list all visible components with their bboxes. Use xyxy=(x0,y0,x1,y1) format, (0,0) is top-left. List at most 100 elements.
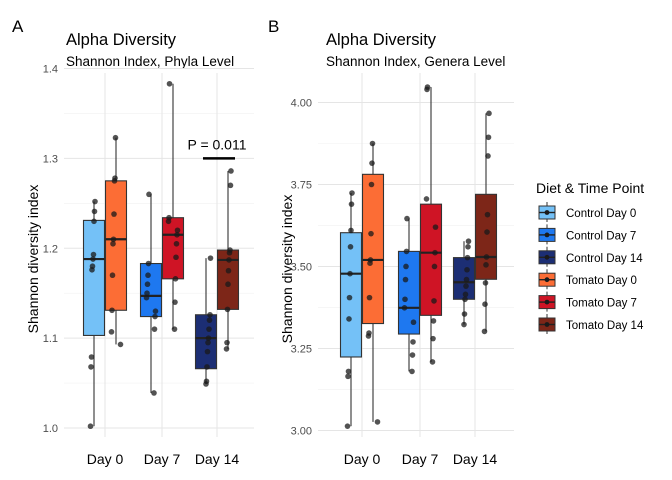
control-day-14-data-point xyxy=(461,321,467,328)
control-day-0-data-point xyxy=(348,201,355,207)
tomato-day-7-data-point xyxy=(431,263,438,270)
control-day-0-data-point xyxy=(345,368,352,375)
legend-label-control-day-14: Control Day 14 xyxy=(566,253,643,265)
tomato-day-7-data-point xyxy=(432,249,438,256)
tomato-day-14-data-point xyxy=(223,346,230,352)
tomato-day-14-data-point xyxy=(224,339,230,346)
tomato-day-14-data-point xyxy=(486,110,492,117)
control-day-7-data-point xyxy=(145,272,151,279)
control-day-0-data-point xyxy=(89,267,95,273)
control-day-14-data-point xyxy=(205,339,211,346)
tomato-day-7-data-point xyxy=(173,240,180,247)
tomato-day-0-data-point xyxy=(367,260,373,266)
control-day-0-data-point xyxy=(87,423,94,430)
legend-label-tomato-day-14: Tomato Day 14 xyxy=(566,320,644,332)
control-day-0-data-point xyxy=(348,227,354,234)
tomato-day-14-data-point xyxy=(225,267,232,274)
panel-b: B Alpha Diversity Shannon Index, Genera … xyxy=(268,17,514,467)
control-day-0-data-point xyxy=(88,364,94,370)
tomato-day-7-data-point xyxy=(165,218,172,225)
tomato-day-14-data-point xyxy=(484,229,490,235)
tomato-day-0-data-point xyxy=(374,419,381,425)
control-day-14-data-point xyxy=(464,266,470,273)
control-day-0-data-point xyxy=(91,218,97,225)
panel-a: A Alpha Diversity Shannon Index, Phyla L… xyxy=(12,17,254,467)
legend-key-point-control-day-0 xyxy=(544,210,550,215)
tomato-day-14-data-point xyxy=(227,182,234,189)
tomato-day-0-data-point xyxy=(369,160,375,166)
y-tick-label: 4.00 xyxy=(291,98,312,110)
control-day-14-data-point xyxy=(206,326,212,332)
control-day-0-data-point xyxy=(346,316,352,322)
panel-a-plot-area: 1.0 1.1 1.2 1.3 1.4 Day 0 Day 7 Day 14 P = 0.011 xyxy=(43,64,254,467)
tomato-day-14-data-point xyxy=(484,211,491,218)
tomato-day-0-data-point xyxy=(369,140,376,147)
tomato-day-0-box xyxy=(361,173,385,325)
control-day-7-data-point xyxy=(145,260,152,267)
control-day-7-data-point xyxy=(402,276,409,283)
legend-items: Control Day 0 Control Day 7 Control Day 14… xyxy=(538,202,644,334)
panel-a-title: Alpha Diversity xyxy=(66,31,177,49)
tomato-day-14-data-point xyxy=(485,134,492,141)
control-day-14-data-point xyxy=(462,291,469,298)
legend-key-point-control-day-14 xyxy=(544,254,550,260)
y-tick-label: 3.00 xyxy=(291,425,312,437)
control-day-7-data-point xyxy=(409,368,415,375)
control-day-14-data-point xyxy=(206,317,213,323)
tomato-day-14-data-point xyxy=(483,262,489,268)
y-tick-label: 1.1 xyxy=(43,333,58,345)
control-day-14-data-point xyxy=(461,311,468,317)
control-day-14-data-point xyxy=(463,283,469,289)
tomato-day-0-data-point xyxy=(108,329,115,335)
control-day-7-data-point xyxy=(403,263,409,270)
legend-title: Diet & Time Point xyxy=(536,180,644,196)
tomato-day-0-data-point xyxy=(366,294,373,301)
y-tick-label: 3.75 xyxy=(291,179,312,191)
tomato-day-0-data-point xyxy=(109,272,116,279)
tomato-day-7-data-point xyxy=(430,335,436,342)
control-day-0-data-point xyxy=(347,270,353,277)
legend-label-control-day-7: Control Day 7 xyxy=(566,230,636,242)
control-day-7-data-point xyxy=(152,308,159,314)
control-day-0-box xyxy=(339,232,363,358)
y-tick-label: 3.50 xyxy=(291,261,312,273)
x-tick-label: Day 0 xyxy=(87,451,124,467)
control-day-0-data-point xyxy=(92,198,98,205)
tomato-day-0-data-point xyxy=(110,236,117,243)
control-day-0-data-point xyxy=(349,190,355,196)
y-tick-label: 1.4 xyxy=(43,64,58,76)
tomato-day-0-data-point xyxy=(112,134,119,141)
control-day-14-data-point xyxy=(465,244,471,250)
tomato-day-14-data-point xyxy=(482,280,489,286)
tomato-day-14-data-point xyxy=(226,249,233,256)
panel-a-label: A xyxy=(12,17,24,36)
control-day-14-data-point xyxy=(207,311,213,318)
panel-b-label: B xyxy=(268,17,279,36)
panel-b-title: Alpha Diversity xyxy=(326,31,437,49)
control-day-14-data-point xyxy=(204,348,211,355)
control-day-7-data-point xyxy=(403,248,410,255)
tomato-day-0-data-point xyxy=(110,240,116,247)
tomato-day-7-data-point xyxy=(424,86,430,93)
control-day-7-box xyxy=(397,250,421,335)
panel-b-subtitle: Shannon Index, Genera Level xyxy=(326,54,505,69)
tomato-day-7-data-point xyxy=(174,227,181,234)
y-tick-label: 3.25 xyxy=(291,343,312,355)
control-day-7-data-point xyxy=(144,281,151,288)
tomato-day-7-data-point xyxy=(431,298,437,304)
tomato-day-7-data-point xyxy=(423,196,430,202)
tomato-day-0-data-point xyxy=(109,307,115,314)
control-day-7-data-point xyxy=(151,326,158,332)
control-day-0-data-point xyxy=(344,423,351,429)
tomato-day-7-data-point xyxy=(174,231,180,238)
panel-b-y-axis-label: Shannon diversity index xyxy=(279,195,295,344)
legend-key-point-control-day-7 xyxy=(544,232,550,238)
tomato-day-14-data-point xyxy=(483,254,490,260)
x-tick-label: Day 14 xyxy=(453,451,498,467)
tomato-day-14-data-point xyxy=(226,257,232,263)
tomato-day-7-data-point xyxy=(171,326,178,332)
tomato-day-0-data-point xyxy=(117,341,124,348)
legend-label-control-day-0: Control Day 0 xyxy=(566,208,636,220)
tomato-day-0-data-point xyxy=(111,178,118,184)
control-day-0-data-point xyxy=(90,256,96,262)
